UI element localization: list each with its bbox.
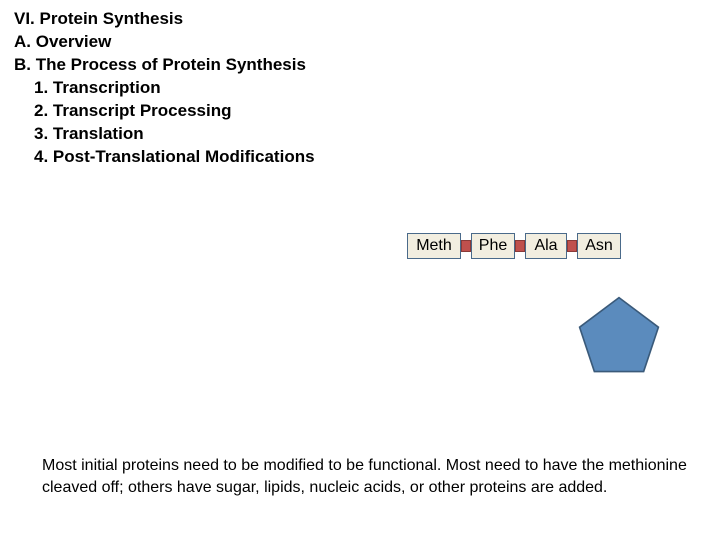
amino-acid-box: Ala (525, 233, 567, 259)
outline-line: 3. Translation (14, 123, 315, 146)
amino-acid-box: Phe (471, 233, 515, 259)
outline-block: VI. Protein SynthesisA. OverviewB. The P… (14, 8, 315, 169)
pentagon-shape (576, 296, 662, 374)
peptide-connector (515, 240, 525, 252)
outline-line: VI. Protein Synthesis (14, 8, 315, 31)
outline-line: B. The Process of Protein Synthesis (14, 54, 315, 77)
outline-line: 2. Transcript Processing (14, 100, 315, 123)
outline-line: 1. Transcription (14, 77, 315, 100)
amino-acid-box: Meth (407, 233, 461, 259)
outline-line: A. Overview (14, 31, 315, 54)
peptide-connector (461, 240, 471, 252)
amino-acid-chain: Meth Phe Ala Asn (407, 233, 621, 259)
pentagon-icon (576, 296, 662, 374)
peptide-connector (567, 240, 577, 252)
amino-acid-box: Asn (577, 233, 621, 259)
outline-line: 4. Post-Translational Modifications (14, 146, 315, 169)
body-paragraph: Most initial proteins need to be modifie… (42, 455, 700, 498)
